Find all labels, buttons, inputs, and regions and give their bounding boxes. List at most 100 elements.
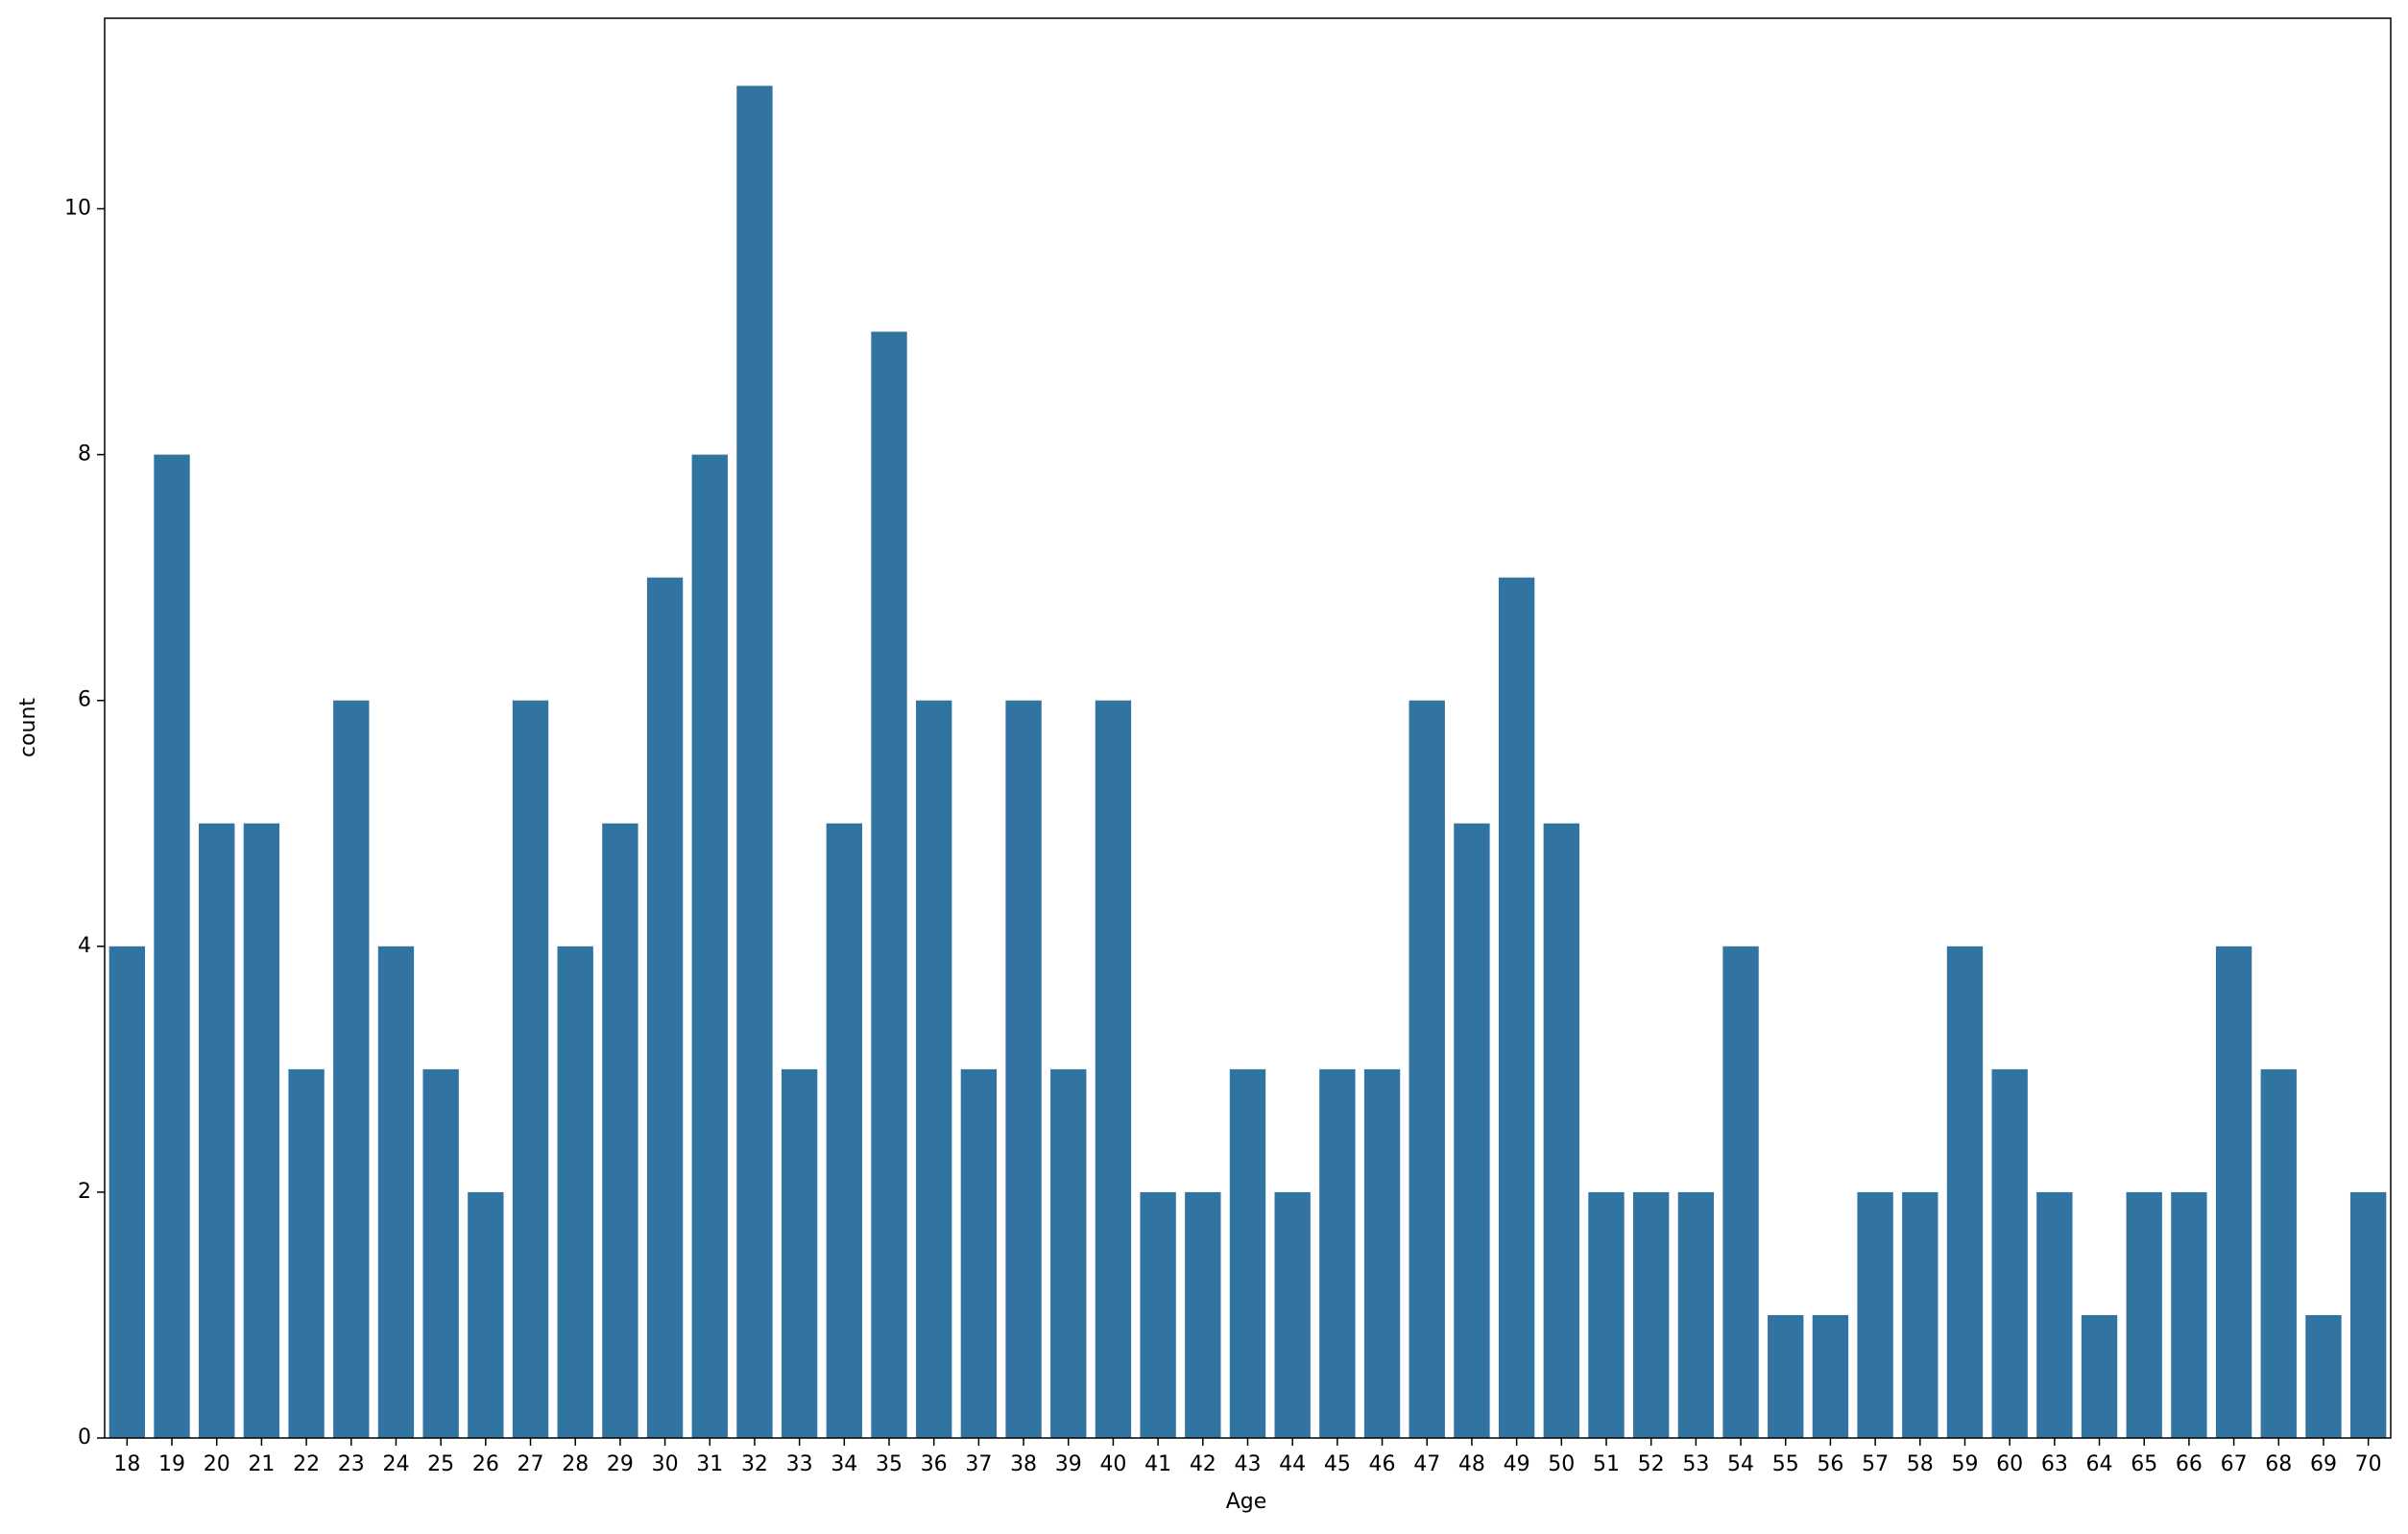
x-tick-label: 48 [1458,1452,1485,1476]
bar [377,946,415,1438]
x-tick-label: 33 [786,1452,813,1476]
x-tick-label: 69 [2310,1452,2337,1476]
bar [871,331,907,1438]
bar [288,1068,325,1438]
bar [1946,946,1984,1438]
bar [2171,1191,2207,1438]
bar [512,700,549,1438]
x-tick-label: 58 [1907,1452,1934,1476]
bar [2081,1314,2118,1438]
x-tick-label: 60 [1996,1452,2023,1476]
bar [602,823,638,1438]
x-axis-label: Age [1226,1490,1267,1514]
x-tick-label: 70 [2355,1452,2382,1476]
bar [1991,1068,2028,1438]
bar [1812,1314,1849,1438]
x-tick-label: 63 [2041,1452,2068,1476]
y-tick-label: 0 [78,1426,91,1450]
bar [1005,700,1042,1438]
x-tick-label: 65 [2131,1452,2157,1476]
bar [1633,1191,1670,1438]
bar [422,1068,459,1438]
x-tick-label: 37 [965,1452,992,1476]
x-tick-label: 34 [831,1452,857,1476]
x-tick-label: 57 [1862,1452,1889,1476]
x-tick-label: 19 [158,1452,185,1476]
bar [333,700,370,1438]
bar [646,577,684,1438]
x-tick-label: 50 [1548,1452,1575,1476]
y-tick-label: 10 [64,196,91,220]
x-tick-label: 21 [248,1452,275,1476]
x-tick-label: 20 [204,1452,230,1476]
bar [468,1191,504,1438]
bar [1274,1191,1311,1438]
x-tick-label: 59 [1951,1452,1978,1476]
y-axis-label: count [16,698,40,757]
x-tick-label: 29 [607,1452,634,1476]
bar [781,1068,818,1438]
x-tick-label: 53 [1682,1452,1709,1476]
bar [826,823,862,1438]
x-tick-label: 44 [1279,1452,1306,1476]
x-tick-label: 54 [1727,1452,1754,1476]
bar [1543,823,1579,1438]
x-tick-label: 38 [1010,1452,1037,1476]
x-tick-label: 36 [921,1452,948,1476]
bar [1588,1191,1625,1438]
bar [960,1068,998,1438]
bar [1409,700,1445,1438]
x-tick-label: 56 [1817,1452,1843,1476]
bar [691,454,728,1438]
x-tick-label: 43 [1235,1452,1262,1476]
x-tick-label: 22 [293,1452,320,1476]
x-tick-label: 47 [1413,1452,1440,1476]
bar [243,823,280,1438]
x-tick-label: 28 [562,1452,589,1476]
bar [916,700,952,1438]
y-tick-label: 4 [78,934,91,958]
x-tick-label: 46 [1369,1452,1396,1476]
x-tick-label: 42 [1190,1452,1216,1476]
bar [736,85,773,1438]
x-tick-label: 25 [427,1452,454,1476]
x-tick-label: 45 [1324,1452,1351,1476]
bar [108,946,146,1438]
bar [1454,823,1490,1438]
x-tick-label: 49 [1504,1452,1530,1476]
bar [1768,1314,1804,1438]
x-tick-label: 68 [2265,1452,2292,1476]
bar [1050,1068,1087,1438]
bar [1319,1068,1356,1438]
bar [199,823,235,1438]
x-tick-label: 51 [1593,1452,1620,1476]
x-tick-label: 32 [741,1452,768,1476]
bar [2036,1191,2073,1438]
bar [1363,1068,1401,1438]
bar [557,946,593,1438]
x-tick-label: 40 [1099,1452,1126,1476]
x-tick-label: 66 [2176,1452,2203,1476]
x-tick-label: 27 [518,1452,544,1476]
bar [1095,700,1132,1438]
plot-frame [104,17,2392,1439]
bar [2305,1314,2342,1438]
bar [2126,1191,2162,1438]
bar [1229,1068,1266,1438]
y-tick-label: 6 [78,688,91,712]
bar [154,454,190,1438]
y-tick-label: 2 [78,1180,91,1204]
x-tick-label: 39 [1055,1452,1082,1476]
bar [2349,1191,2387,1438]
x-tick-label: 55 [1772,1452,1799,1476]
bar [2215,946,2252,1438]
x-tick-label: 24 [382,1452,409,1476]
x-tick-label: 52 [1638,1452,1665,1476]
y-tick-label: 8 [78,443,91,467]
x-tick-label: 30 [652,1452,679,1476]
x-tick-label: 35 [876,1452,903,1476]
bar [1677,1191,1715,1438]
bar [1902,1191,1938,1438]
